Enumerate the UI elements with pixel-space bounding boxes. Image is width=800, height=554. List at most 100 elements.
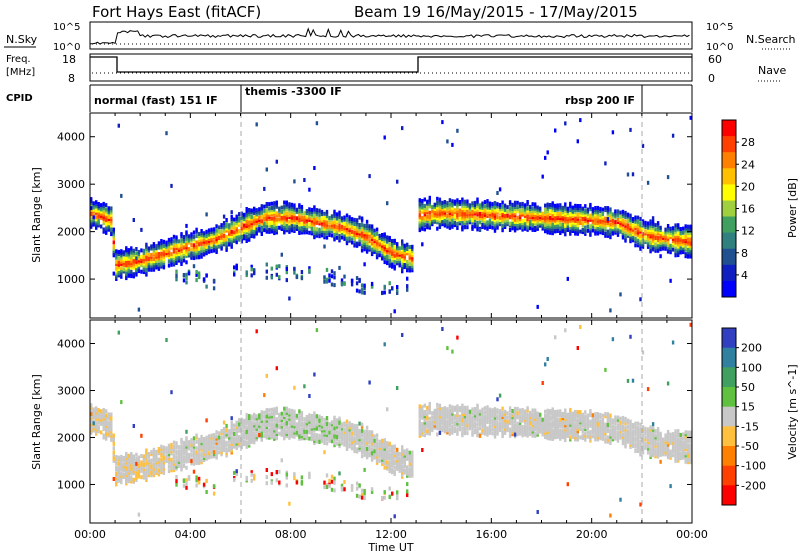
- power-cell-1246: [348, 236, 351, 241]
- velocity-cell-831: [265, 425, 268, 429]
- velocity-cell-137: [117, 455, 120, 460]
- power-cell-2264: [569, 229, 572, 234]
- power-cell-2721: [666, 236, 670, 241]
- power-cell-1401: [378, 248, 381, 253]
- power-cell-1343: [365, 241, 369, 246]
- velocity-cell-1534: [403, 460, 406, 464]
- power-cell-213: [135, 272, 138, 277]
- power-cell-2583: [636, 222, 640, 226]
- velocity-cell-243: [140, 454, 143, 458]
- power-cell-1044: [305, 211, 309, 216]
- velocity-cell-1683: [441, 415, 444, 420]
- power-cell-2533: [626, 219, 630, 223]
- velocity-cell-73: [105, 426, 108, 431]
- power-cell-361: [167, 244, 171, 249]
- power-cell-26: [95, 225, 98, 230]
- power-cell-219: [135, 259, 138, 264]
- power-cell-544: [205, 242, 208, 247]
- power-cell-2085: [531, 215, 534, 220]
- power-cell-1314: [360, 231, 364, 236]
- power-cell-2668: [654, 231, 657, 236]
- velocity-cell-1638: [431, 423, 434, 428]
- power-cell-164: [125, 267, 128, 272]
- power-cell-513: [197, 271, 201, 276]
- power-cell-77: [105, 211, 108, 216]
- power-cell-1718: [448, 213, 452, 218]
- power-cell-1900: [488, 207, 492, 212]
- velocity-cell-1790: [463, 412, 467, 417]
- power-cell-1778: [461, 201, 464, 206]
- power-cell-1517: [401, 265, 404, 269]
- velocity-cell-339: [162, 460, 166, 465]
- power-cell-942: [285, 200, 288, 205]
- power-cell-596: [215, 230, 218, 235]
- velocity-cell-1852: [478, 422, 482, 427]
- velocity-cell-433: [182, 442, 186, 447]
- power-cell-2321: [579, 208, 582, 213]
- velocity-cell-838: [265, 408, 268, 413]
- velocity-cell-62: [102, 418, 105, 423]
- velocity-cell-1059: [310, 437, 314, 442]
- power-yticks-label-3: 4000: [57, 131, 85, 144]
- power-cell-499: [195, 272, 198, 277]
- power-cell-415: [180, 253, 183, 258]
- power-cell-1628: [428, 217, 431, 222]
- power-cell-1100: [318, 227, 321, 232]
- velocity-cell-961: [290, 434, 294, 439]
- power-cell-1688: [441, 120, 444, 125]
- power-cell-2174: [551, 229, 554, 234]
- velocity-cell-1940: [498, 426, 502, 430]
- power-cell-270: [147, 265, 151, 270]
- power-cell-602: [217, 234, 221, 238]
- power-cell-731: [245, 215, 248, 220]
- velocity-cell-780: [253, 412, 256, 417]
- velocity-cell-1158: [330, 439, 334, 444]
- velocity-cell-1069: [310, 416, 314, 421]
- power-cell-893: [275, 202, 278, 207]
- power-cell-1747: [456, 223, 459, 228]
- velocity-cell-598: [215, 430, 218, 435]
- power-cell-1082: [313, 209, 316, 214]
- power-cell-367: [170, 258, 173, 263]
- power-cell-739: [248, 237, 251, 242]
- power-cell-595: [215, 232, 218, 237]
- power-cell-568: [210, 240, 213, 245]
- power-cell-1942: [498, 215, 502, 220]
- velocity-cell-174: [125, 451, 128, 456]
- power-cell-2804: [684, 241, 687, 246]
- power-cell-338: [162, 256, 166, 261]
- velocity-cell-1776: [461, 412, 464, 417]
- velocity-cell-854: [270, 435, 273, 440]
- velocity-cell-75: [105, 421, 108, 426]
- power-cell-644: [228, 229, 231, 234]
- velocity-cell-663: [233, 444, 236, 449]
- power-cell-2049: [523, 220, 527, 225]
- power-cell-553: [205, 273, 208, 278]
- power-cell-1665: [438, 221, 442, 226]
- velocity-cell-1692: [443, 423, 447, 427]
- power-cell-2138: [544, 218, 547, 223]
- power-cell-1609: [423, 210, 426, 215]
- power-cell-2707: [664, 242, 667, 247]
- power-cell-2365: [589, 205, 592, 209]
- power-cell-1729: [451, 214, 454, 219]
- power-cell-2621: [646, 240, 650, 245]
- power-cell-674: [235, 240, 238, 245]
- velocity-cell-431: [182, 447, 186, 452]
- velocity-cell-964: [290, 425, 294, 430]
- power-cell-1969: [503, 207, 507, 212]
- velocity-cell-573: [210, 435, 213, 440]
- velocity-cell-1597: [421, 411, 424, 416]
- velocity-cell-728: [245, 430, 248, 434]
- velocity-cell-834: [265, 418, 268, 423]
- velocity-cell-1565: [411, 469, 414, 474]
- power-cell-1920: [493, 213, 497, 218]
- power-cell-938: [285, 211, 288, 216]
- power-cell-556: [207, 247, 211, 252]
- power-cell-394: [175, 246, 178, 251]
- power-cell-2205: [556, 218, 559, 223]
- power-cell-1484: [393, 260, 396, 265]
- velocity-cell-170: [125, 460, 128, 465]
- velocity-cell-938: [285, 417, 288, 422]
